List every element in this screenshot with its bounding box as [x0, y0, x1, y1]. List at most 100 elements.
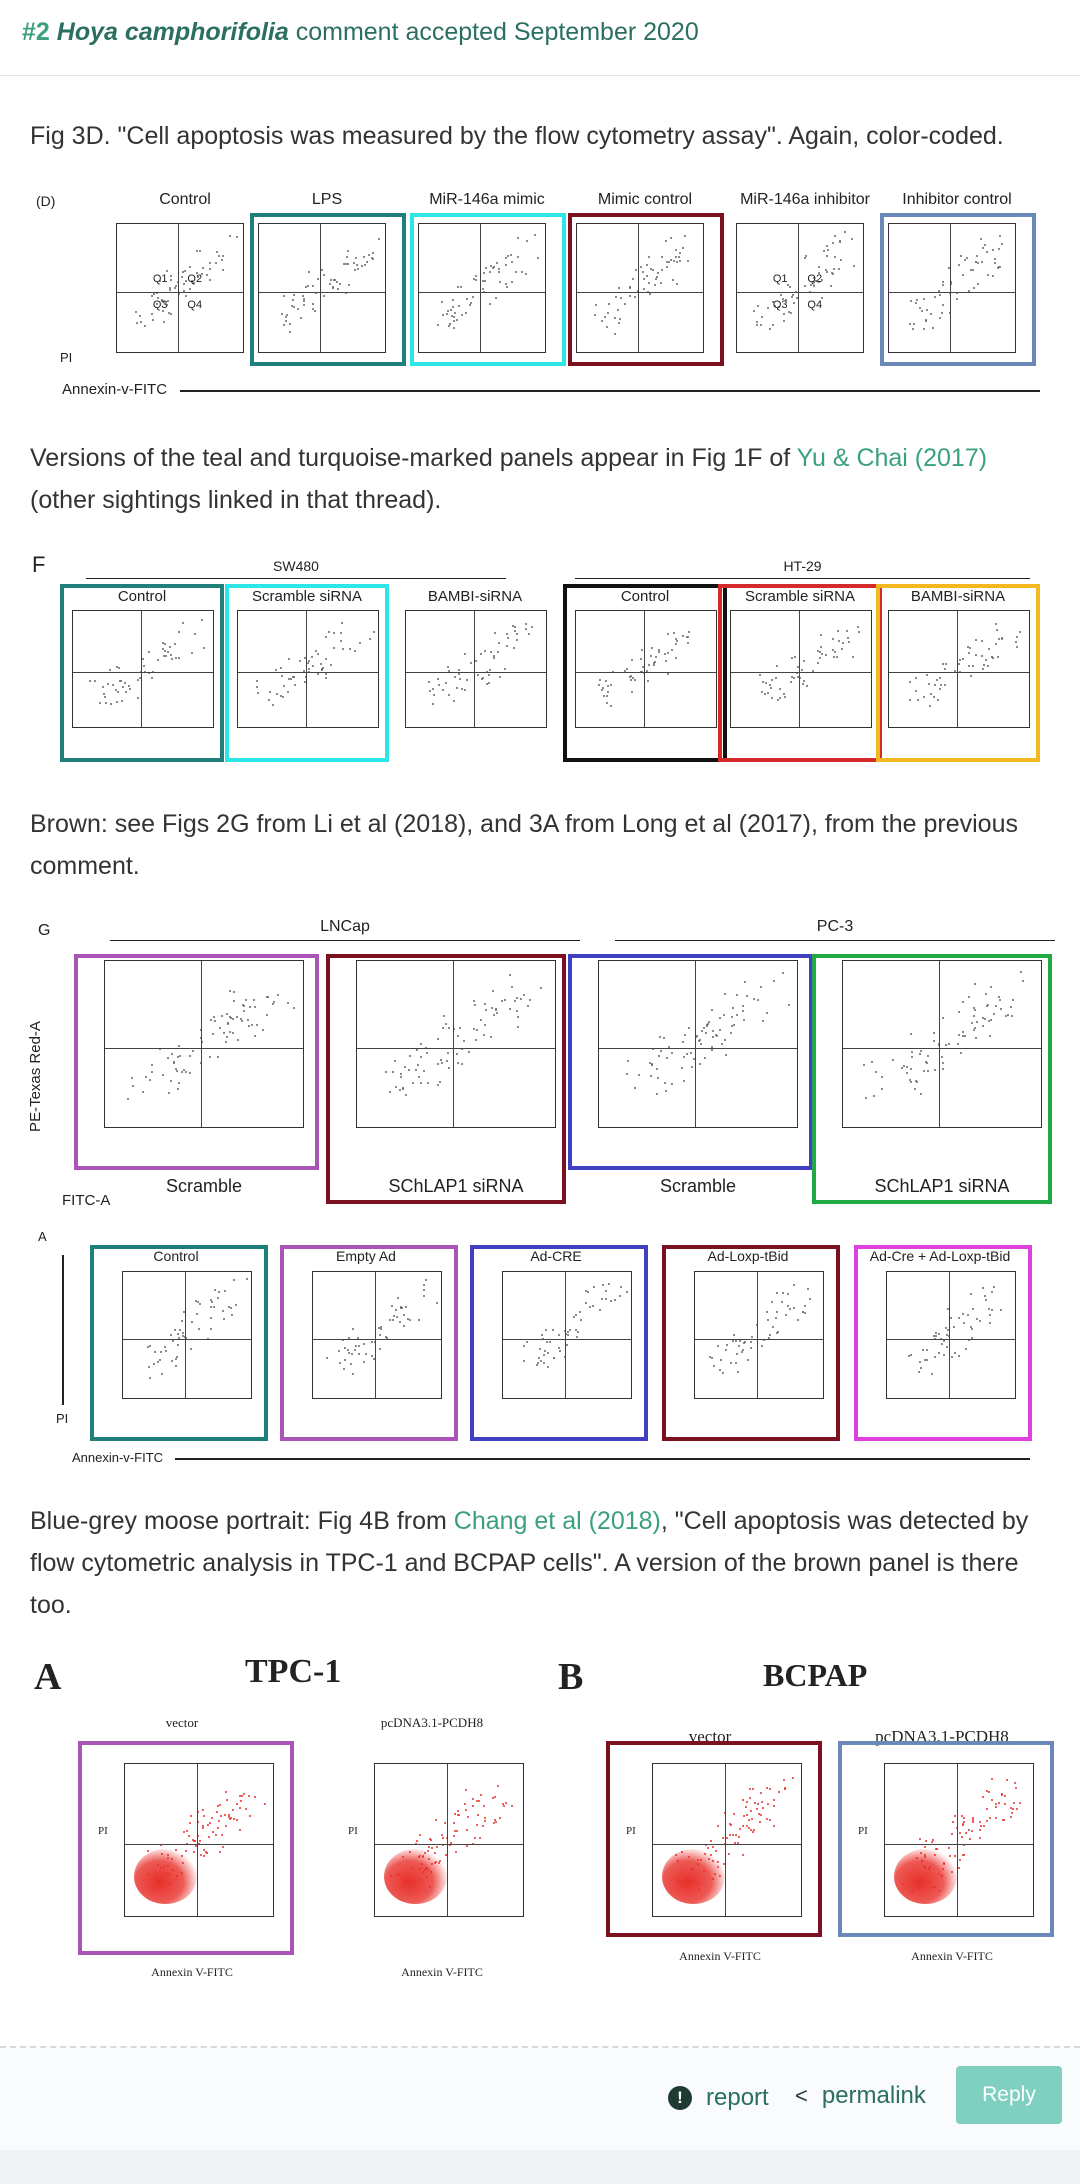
scatter-dot: [737, 1345, 740, 1348]
scatter-dot: [167, 1872, 170, 1875]
scatter-dot: [423, 1851, 426, 1854]
scatter-dot: [225, 1013, 228, 1016]
scatter-dot: [948, 1043, 951, 1045]
flow-panel: [72, 610, 214, 728]
scatter-dot: [742, 1348, 745, 1351]
scatter-dot: [558, 1334, 561, 1337]
scatter-dot: [758, 674, 761, 677]
scatter-dot: [255, 1023, 258, 1026]
scatter-dot: [989, 1817, 992, 1820]
scatter-dot: [949, 1317, 952, 1320]
scatter-dot: [745, 1800, 748, 1803]
scatter-dot: [287, 1001, 290, 1004]
scatter-dot: [436, 1038, 439, 1041]
scatter-dot: [777, 306, 780, 309]
reply-button[interactable]: Reply: [956, 2066, 1062, 2124]
scatter-dot: [762, 1019, 765, 1022]
quadrant-vline: [474, 611, 476, 727]
quadrant-q3: Q3: [152, 299, 168, 312]
chang-link[interactable]: Chang et al (2018): [453, 1507, 661, 1535]
scatter-dot: [483, 1024, 486, 1027]
scatter-dot: [701, 1029, 704, 1032]
scatter-dot: [175, 656, 178, 659]
scatter-dot: [673, 631, 676, 634]
scatter-dot: [311, 665, 314, 668]
yu-chai-link[interactable]: Yu & Chai (2017): [796, 444, 988, 472]
quadrant-hline: [599, 1048, 797, 1050]
scatter-dot: [483, 272, 486, 275]
scatter-dot: [150, 1071, 153, 1074]
permalink-button[interactable]: < permalink: [795, 2082, 926, 2110]
scatter-dot: [909, 1081, 912, 1083]
scatter-dot: [756, 998, 759, 1001]
scatter-dot: [514, 629, 517, 632]
scatter-dot: [419, 1081, 422, 1084]
scatter-dot: [1003, 1819, 1006, 1822]
quadrant-vline: [799, 611, 801, 727]
scatter-dot: [219, 1851, 221, 1854]
scatter-dot: [218, 254, 221, 257]
scatter-dot: [700, 1858, 703, 1861]
scatter-dot: [356, 267, 359, 270]
scatter-dot: [995, 622, 998, 625]
scatter-dot: [689, 1052, 692, 1055]
scatter-dot: [181, 1319, 184, 1322]
scatter-dot: [228, 1015, 231, 1018]
scatter-dot: [906, 1072, 909, 1075]
scatter-dot: [742, 1018, 745, 1021]
scatter-dot: [768, 1333, 771, 1336]
scatter-dot: [947, 266, 950, 269]
scatter-dot: [992, 656, 995, 659]
scatter-dot: [642, 271, 645, 274]
scatter-dot: [840, 647, 843, 650]
scatter-dot: [149, 1376, 152, 1379]
figure-letter: A: [38, 1229, 47, 1244]
scatter-dot: [175, 1067, 178, 1070]
scatter-dot: [354, 1348, 357, 1351]
scatter-dot: [170, 658, 173, 661]
scatter-dot: [527, 632, 530, 635]
scatter-dot: [181, 1862, 184, 1865]
scatter-dot: [678, 252, 681, 255]
comment-number[interactable]: #2: [22, 18, 50, 46]
scatter-dot: [933, 1853, 936, 1856]
scatter-dot: [515, 633, 518, 636]
scatter-dot: [164, 1345, 167, 1348]
scatter-dot: [695, 1036, 698, 1039]
scatter-dot: [983, 664, 986, 667]
scatter-dot: [456, 1814, 459, 1817]
scatter-dot: [342, 648, 345, 650]
scatter-dot: [901, 1067, 904, 1070]
scatter-dot: [190, 1347, 193, 1350]
scatter-dot: [649, 654, 652, 657]
scatter-dot: [463, 1039, 466, 1042]
scatter-dot: [805, 684, 808, 687]
scatter-dot: [961, 1835, 964, 1838]
quadrant-vline: [141, 611, 143, 727]
scatter-dot: [986, 251, 989, 254]
figure-letter-b: B: [558, 1656, 584, 1698]
scatter-dot: [735, 1361, 738, 1364]
scatter-dot: [212, 1032, 215, 1035]
scatter-dot: [684, 1877, 687, 1880]
scatter-dot: [940, 1875, 943, 1878]
scatter-dot: [104, 695, 107, 698]
quadrant-hline: [105, 1048, 303, 1050]
scatter-dot: [661, 269, 664, 272]
scatter-dot: [967, 1314, 970, 1317]
scatter-dot: [240, 1795, 243, 1798]
scatter-dot: [467, 1050, 470, 1053]
scatter-dot: [435, 1819, 438, 1822]
scatter-dot: [392, 1314, 395, 1317]
scatter-dot: [766, 1787, 769, 1789]
scatter-dot: [835, 656, 838, 659]
scatter-dot: [423, 1295, 426, 1298]
scatter-dot: [469, 662, 472, 665]
report-button[interactable]: ! report: [668, 2084, 769, 2112]
scatter-dot: [232, 1017, 235, 1020]
scatter-dot: [801, 668, 804, 671]
x-axis-arrow: [180, 390, 1040, 392]
scatter-dot: [637, 289, 640, 292]
scatter-dot: [482, 1033, 485, 1036]
scatter-dot: [996, 656, 999, 659]
